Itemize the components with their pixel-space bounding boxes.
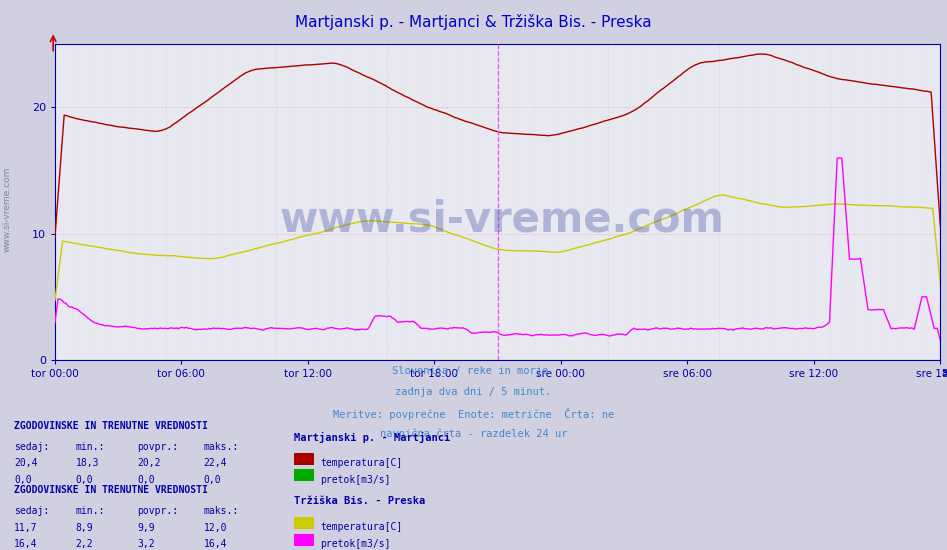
Text: maks.:: maks.: (204, 506, 239, 516)
Text: 9,9: 9,9 (137, 522, 155, 532)
Text: sedaj:: sedaj: (14, 506, 49, 516)
Text: maks.:: maks.: (204, 442, 239, 452)
Text: temperatura[C]: temperatura[C] (320, 522, 402, 532)
Text: povpr.:: povpr.: (137, 442, 178, 452)
Text: 0,0: 0,0 (14, 475, 32, 485)
Text: 8,9: 8,9 (76, 522, 94, 532)
Text: pretok[m3/s]: pretok[m3/s] (320, 539, 390, 549)
Text: 16,4: 16,4 (204, 539, 227, 549)
Text: povpr.:: povpr.: (137, 506, 178, 516)
Text: min.:: min.: (76, 506, 105, 516)
Text: Martjanski p. - Martjanci & Tržiška Bis. - Preska: Martjanski p. - Martjanci & Tržiška Bis.… (295, 14, 652, 30)
Text: 11,7: 11,7 (14, 522, 38, 532)
Text: Meritve: povprečne  Enote: metrične  Črta: ne: Meritve: povprečne Enote: metrične Črta:… (333, 408, 614, 420)
Text: ZGODOVINSKE IN TRENUTNE VREDNOSTI: ZGODOVINSKE IN TRENUTNE VREDNOSTI (14, 485, 208, 495)
Text: www.si-vreme.com: www.si-vreme.com (279, 199, 724, 241)
Text: 12,0: 12,0 (204, 522, 227, 532)
Text: 16,4: 16,4 (14, 539, 38, 549)
Text: 18,3: 18,3 (76, 458, 99, 468)
Text: Martjanski p. - Martjanci: Martjanski p. - Martjanci (294, 432, 450, 443)
Text: www.si-vreme.com: www.si-vreme.com (3, 166, 12, 252)
Text: 20,4: 20,4 (14, 458, 38, 468)
Text: 0,0: 0,0 (76, 475, 94, 485)
Text: zadnja dva dni / 5 minut.: zadnja dva dni / 5 minut. (396, 387, 551, 397)
Text: temperatura[C]: temperatura[C] (320, 458, 402, 468)
Text: 0,0: 0,0 (137, 475, 155, 485)
Text: min.:: min.: (76, 442, 105, 452)
Text: ZGODOVINSKE IN TRENUTNE VREDNOSTI: ZGODOVINSKE IN TRENUTNE VREDNOSTI (14, 421, 208, 431)
Text: 2,2: 2,2 (76, 539, 94, 549)
Text: Tržiška Bis. - Preska: Tržiška Bis. - Preska (294, 496, 425, 506)
Text: Slovenija / reke in morje.: Slovenija / reke in morje. (392, 366, 555, 376)
Text: pretok[m3/s]: pretok[m3/s] (320, 475, 390, 485)
Text: 0,0: 0,0 (204, 475, 222, 485)
Text: navpična črta - razdelek 24 ur: navpična črta - razdelek 24 ur (380, 428, 567, 439)
Text: 3,2: 3,2 (137, 539, 155, 549)
Text: 22,4: 22,4 (204, 458, 227, 468)
Text: sedaj:: sedaj: (14, 442, 49, 452)
Text: 20,2: 20,2 (137, 458, 161, 468)
